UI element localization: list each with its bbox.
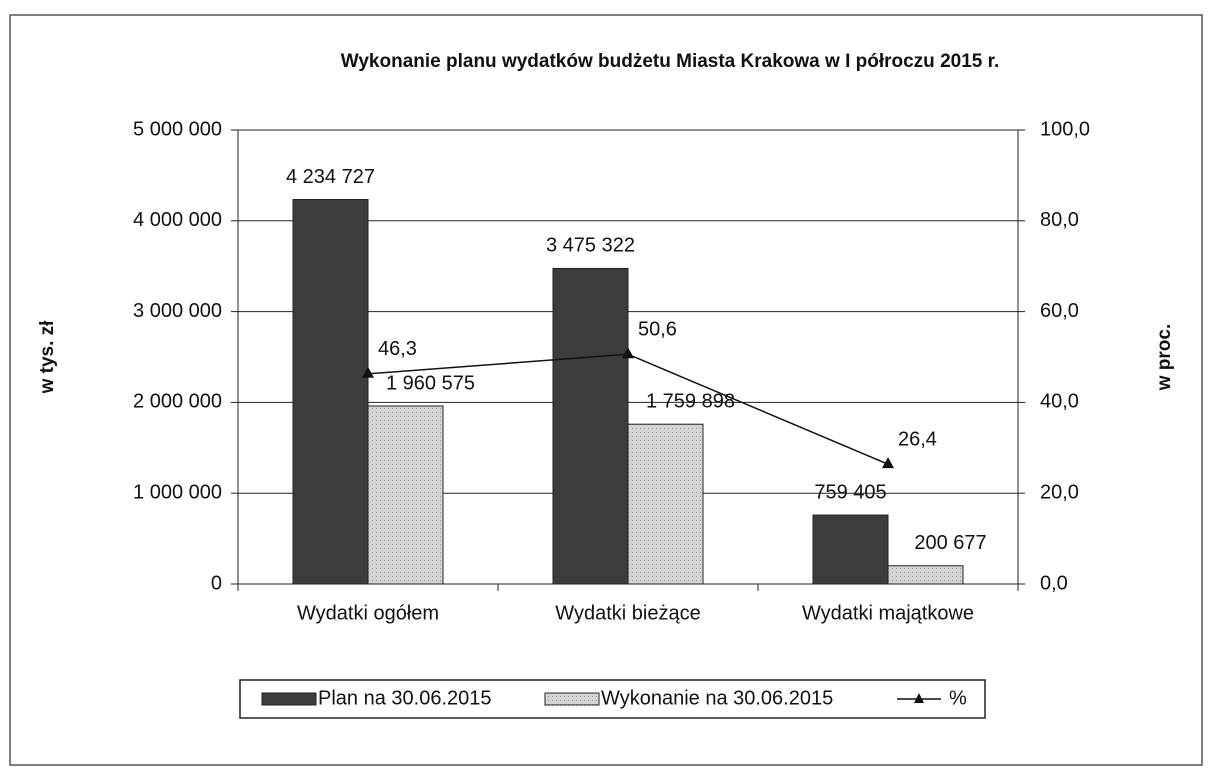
- y2-tick-label: 40,0: [1040, 391, 1079, 413]
- data-label: 26,4: [898, 428, 937, 450]
- x-tick-label: Wydatki majątkowe: [802, 602, 974, 624]
- data-label: 200 677: [914, 532, 986, 554]
- x-tick-label: Wydatki ogółem: [297, 602, 439, 624]
- data-label: 759 405: [814, 481, 886, 503]
- data-label: 4 234 727: [286, 166, 375, 188]
- data-label: 46,3: [378, 338, 417, 360]
- legend-label: Wykonanie na 30.06.2015: [601, 687, 833, 709]
- legend-swatch: [544, 692, 600, 706]
- data-label: 3 475 322: [546, 235, 635, 257]
- y-tick-label: 3 000 000: [133, 300, 222, 322]
- y-axis-label: w tys. zł: [37, 320, 58, 395]
- marker: [362, 366, 374, 378]
- y-tick-label: 0: [211, 572, 222, 594]
- x-tick-label: Wydatki bieżące: [555, 602, 700, 624]
- y2-axis-label: w proc.: [1154, 324, 1175, 392]
- bar: [812, 514, 889, 585]
- bar: [627, 423, 704, 585]
- y-tick-label: 2 000 000: [133, 391, 222, 413]
- data-label: 50,6: [638, 319, 677, 341]
- legend-marker: [914, 693, 924, 703]
- y-tick-label: 1 000 000: [133, 481, 222, 503]
- frame: [9, 14, 1203, 766]
- data-label: 1 960 575: [386, 372, 475, 394]
- y-tick-label: 5 000 000: [133, 118, 222, 140]
- marker: [882, 457, 894, 469]
- y2-tick-label: 100,0: [1040, 118, 1090, 140]
- chart-title: Wykonanie planu wydatków budżetu Miasta …: [341, 51, 999, 72]
- bar: [292, 198, 369, 585]
- legend-swatch: [261, 692, 317, 706]
- legend-box: [239, 679, 986, 719]
- data-label: 1 759 898: [646, 390, 735, 412]
- bar: [367, 405, 444, 585]
- y-tick-label: 4 000 000: [133, 209, 222, 231]
- y2-tick-label: 60,0: [1040, 300, 1079, 322]
- bar: [552, 267, 629, 585]
- y2-tick-label: 80,0: [1040, 209, 1079, 231]
- legend-label: %: [949, 687, 967, 709]
- y2-tick-label: 0,0: [1040, 572, 1068, 594]
- y2-tick-label: 20,0: [1040, 481, 1079, 503]
- bar: [887, 565, 964, 585]
- legend-label: Plan na 30.06.2015: [318, 687, 492, 709]
- marker: [622, 347, 634, 359]
